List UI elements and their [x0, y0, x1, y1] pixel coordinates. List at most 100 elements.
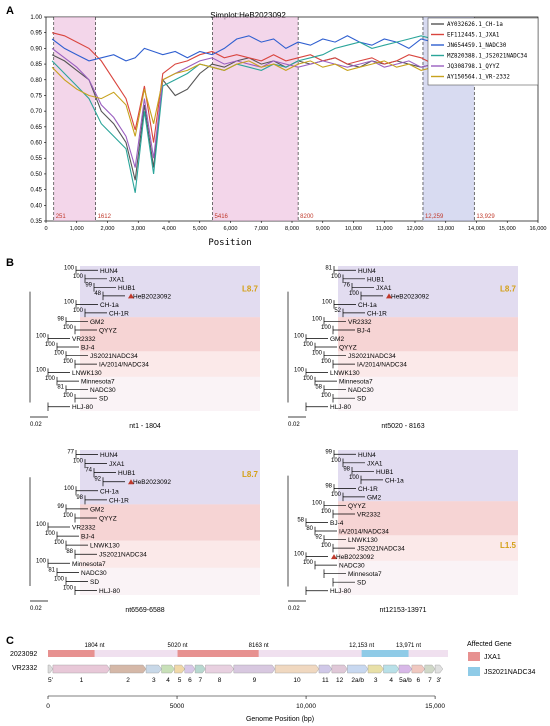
x-tick-label: 13,000 — [437, 226, 454, 232]
taxon-label: HUN4 — [100, 452, 118, 459]
taxon-label: HLJ-80 — [330, 404, 351, 411]
taxon-label: HUB1 — [118, 470, 136, 477]
gene-arrow — [109, 664, 147, 674]
legend-box — [427, 17, 539, 86]
query-triangle — [128, 479, 134, 485]
gene-arrow — [434, 664, 444, 674]
bootstrap-value: 98 — [76, 495, 83, 501]
bootstrap-value: 99 — [325, 449, 332, 455]
tree-2: HUN4 81 HUB1 100 JXA1 76 HeB2023092 100 CH-1a 100… — [287, 265, 518, 430]
bootstrap-value: 100 — [303, 342, 314, 348]
taxon-label: Minnesota7 — [72, 561, 106, 568]
taxon-label: HeB2023092 — [391, 293, 429, 300]
taxon-label: Minnesota7 — [339, 379, 373, 386]
gene-label: 10 — [293, 677, 301, 684]
genome-tick-label: 5000 — [170, 703, 185, 710]
taxon-label: SD — [90, 579, 99, 586]
gene-label: 11 — [322, 677, 329, 684]
x-tick-label: 9,000 — [316, 226, 330, 232]
jxa1-segment — [177, 650, 259, 657]
x-tick-label: 7,000 — [254, 226, 268, 232]
gene-arrow — [194, 664, 206, 674]
x-axis-label: Position — [208, 238, 251, 248]
taxon-label: CH-1a — [385, 477, 404, 484]
taxon-label: CH-1R — [358, 486, 378, 493]
genome-map: 2023092 VR2332 1804 nt 5020 nt 8163 nt 12,1… — [10, 641, 535, 723]
gene-label: 4 — [389, 677, 393, 684]
jxa1-segment — [48, 650, 95, 657]
taxon-label: HLJ-80 — [330, 588, 351, 595]
gene-label: 5' — [48, 677, 53, 684]
genome-axis-label: Genome Position (bp) — [246, 716, 314, 723]
taxon-label: QYYZ — [99, 327, 117, 334]
x-tick-label: 8,000 — [285, 226, 299, 232]
scale-label: 0.02 — [288, 606, 300, 612]
gene-arrow — [52, 664, 111, 674]
band-light — [80, 567, 260, 595]
y-tick-label: 0.55 — [30, 156, 42, 162]
reference-label: VR2332 — [12, 665, 37, 672]
bootstrap-value: 81 — [325, 265, 332, 271]
y-tick-label: 0.60 — [30, 141, 42, 147]
query-triangle — [331, 554, 337, 560]
taxon-label: NADC30 — [339, 563, 365, 570]
bootstrap-value: 100 — [312, 316, 323, 322]
tree-caption: nt5020 - 8163 — [381, 423, 424, 430]
genome-tick-label: 0 — [46, 703, 50, 710]
taxon-label: HLJ-80 — [72, 404, 93, 411]
band-purple — [338, 450, 518, 502]
query-triangle — [128, 293, 134, 299]
tree-4: HUN4 99 JXA1 100 HUB1 98 CH-1a 100 CH-1R 98 GM2 100… — [287, 449, 518, 614]
gene-label: 5a/b — [399, 677, 412, 684]
bootstrap-value: 100 — [45, 531, 56, 537]
legend-entry: JQ308798.1_QYYZ — [447, 64, 500, 70]
bootstrap-value: 99 — [85, 282, 92, 288]
taxon-label: GM2 — [330, 336, 344, 343]
phylogenetic-trees: HUN4 100 JXA1 100 HUB1 99 HeB2023092 48 CH-1a 100… — [29, 265, 518, 614]
taxon-label: JS2021NADC34 — [357, 546, 405, 553]
genome-legend: JXA1 JS2021NADC34 — [468, 652, 535, 676]
gene-label: 7 — [428, 677, 432, 684]
taxon-label: GM2 — [90, 506, 104, 513]
breakpoint-label: 1804 nt — [85, 643, 105, 649]
breakpoint-label: 8163 nt — [249, 643, 269, 649]
bootstrap-value: 100 — [321, 393, 332, 399]
gene-label: 8 — [218, 677, 222, 684]
breakpoint-label: 5020 nt — [168, 643, 188, 649]
taxon-label: HeB2023092 — [336, 554, 374, 561]
simplot-legend: AY032626.1_CH-1a EF112445.1_JXA1 JN654459.… — [427, 17, 539, 86]
taxon-label: BJ-4 — [330, 520, 344, 527]
legend-entry: EF112445.1_JXA1 — [447, 33, 500, 39]
taxon-label: Minnesota7 — [348, 571, 382, 578]
gene-arrow — [331, 664, 348, 674]
legend-entry: JN654459.1_NADC30 — [447, 43, 507, 49]
y-tick-label: 0.70 — [30, 109, 42, 115]
region-end-label: 1612 — [98, 214, 112, 220]
taxon-label: CH-1R — [109, 497, 129, 504]
y-tick-label: 0.50 — [30, 172, 42, 178]
y-tick-label: 1.00 — [30, 15, 42, 21]
bootstrap-value: 100 — [349, 475, 360, 481]
bootstrap-value: 100 — [54, 576, 65, 582]
gene-arrow — [47, 664, 54, 674]
gene-arrow — [184, 664, 196, 674]
taxon-label: VR2332 — [357, 511, 381, 518]
taxon-label: LNWK130 — [90, 543, 120, 550]
breakpoint-label: 12,153 nt — [349, 643, 374, 649]
y-tick-label: 0.90 — [30, 46, 42, 52]
gene-label: 2 — [126, 677, 130, 684]
bootstrap-value: 100 — [331, 458, 342, 464]
x-tick-label: 4,000 — [162, 226, 176, 232]
bootstrap-value: 100 — [64, 265, 75, 271]
bootstrap-value: 100 — [331, 274, 342, 280]
genome-tick-label: 15,000 — [425, 703, 445, 710]
taxon-label: JXA1 — [367, 460, 383, 467]
bootstrap-value: 99 — [57, 504, 64, 510]
bootstrap-value: 58 — [315, 385, 322, 391]
taxon-label: HeB2023092 — [133, 479, 171, 486]
x-tick-label: 12,000 — [406, 226, 423, 232]
band-pink — [80, 540, 260, 568]
bootstrap-value: 100 — [331, 492, 342, 498]
y-tick-label: 0.35 — [30, 219, 42, 225]
taxon-label: VR2332 — [72, 336, 96, 343]
